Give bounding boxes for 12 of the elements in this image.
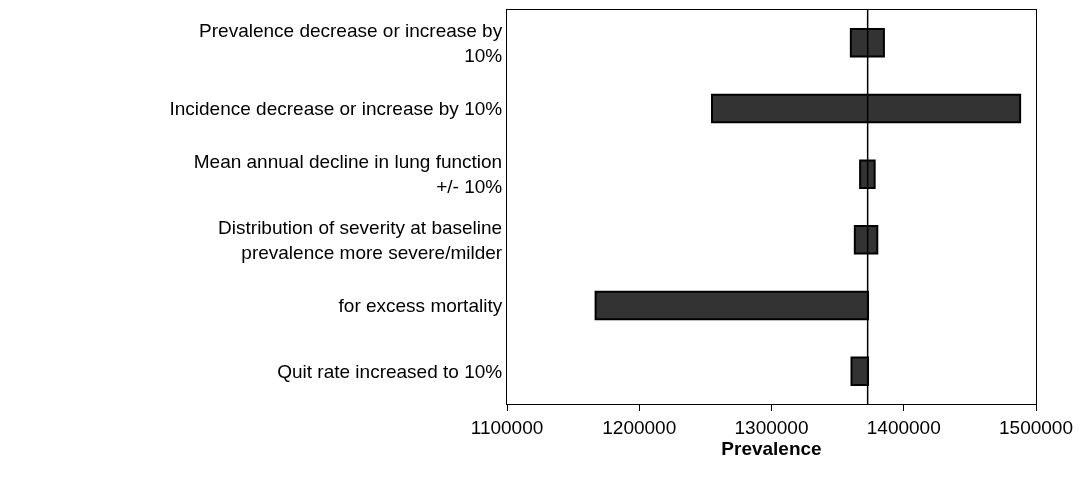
x-tick-label: 1200000 [602, 416, 677, 438]
x-tick-label: 1400000 [866, 416, 941, 438]
y-tick-label: Distribution of severity at baseline prevalence more severe/milder [218, 217, 503, 263]
y-tick-label: Mean annual decline in lung function +/- 10% [193, 151, 503, 198]
x-axis-title: Prevalence [721, 437, 822, 459]
y-tick-label: Quit rate increased to 10% [277, 360, 503, 382]
y-tick-label: Prevalence decrease or increase by 10% [199, 20, 503, 66]
y-tick-label: for excess mortality [338, 295, 503, 317]
y-tick-label: Incidence decrease or increase by 10% [169, 98, 503, 120]
x-tick-label: 1300000 [734, 416, 809, 438]
x-tick-label: 1500000 [999, 416, 1073, 438]
x-tick-label: 1100000 [470, 416, 544, 438]
